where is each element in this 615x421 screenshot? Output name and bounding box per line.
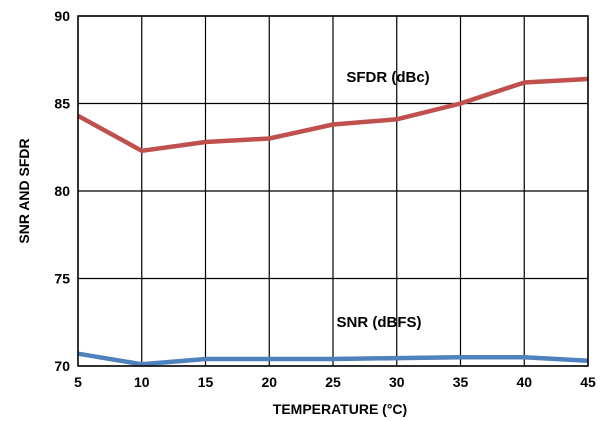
series-label-0: SFDR (dBc) [346,69,429,86]
y-tick-label-3: 85 [54,96,70,112]
series-line-1 [77,351,589,367]
series-line-0 [76,76,589,154]
y-axis-title: SNR AND SFDR [16,138,32,243]
x-tick-label-1: 10 [134,374,150,390]
x-tick-label-4: 25 [325,374,341,390]
y-axis-ticks: 70 75 80 85 90 [54,8,70,374]
x-tick-label-8: 45 [580,374,596,390]
x-tick-label-5: 30 [389,374,405,390]
y-tick-label-1: 75 [54,271,70,287]
series-lines [76,76,589,367]
x-axis-title: TEMPERATURE (°C) [273,401,407,417]
y-tick-label-0: 70 [54,358,70,374]
x-tick-label-7: 40 [516,374,532,390]
x-tick-label-2: 15 [198,374,214,390]
x-tick-label-0: 5 [74,374,82,390]
series-labels: SFDR (dBc) SNR (dBFS) [337,69,430,331]
y-tick-label-4: 90 [54,8,70,24]
plot-frame [77,15,589,367]
x-axis-ticks: 5 10 15 20 25 30 35 40 45 [74,374,596,390]
x-tick-label-3: 20 [261,374,277,390]
x-tick-label-6: 35 [453,374,469,390]
grid [77,15,589,367]
series-label-1: SNR (dBFS) [337,314,422,331]
y-tick-label-2: 80 [54,183,70,199]
